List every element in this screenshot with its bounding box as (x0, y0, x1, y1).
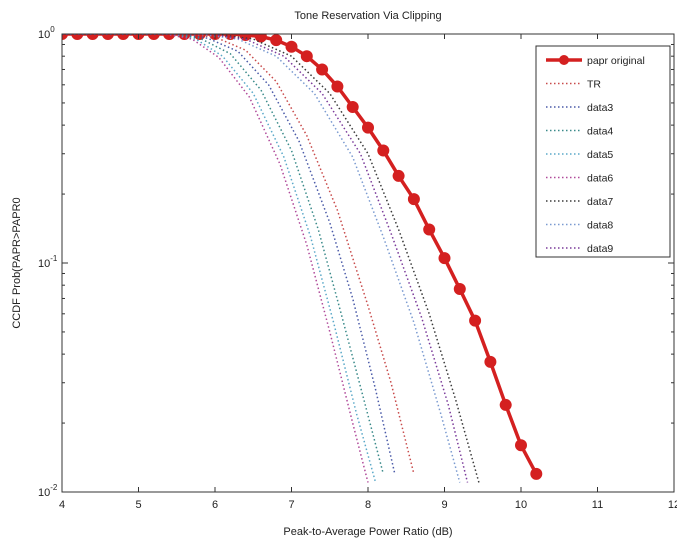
series-line-data5 (62, 34, 377, 483)
data-point (423, 223, 436, 236)
data-point (101, 34, 114, 40)
x-tick-label: 4 (59, 499, 65, 511)
x-tick-label: 10 (515, 499, 527, 511)
legend-label: data6 (587, 173, 613, 185)
legend-label: TR (587, 79, 601, 91)
x-axis-title: Peak-to-Average Power Ratio (dB) (283, 526, 452, 538)
x-tick-label: 6 (212, 499, 218, 511)
legend-label: papr original (587, 55, 645, 67)
data-point (484, 355, 497, 368)
data-point (285, 40, 298, 53)
x-tick-label: 9 (441, 499, 447, 511)
legend-label: data8 (587, 220, 613, 232)
series-line-data9 (62, 34, 469, 483)
data-point (469, 314, 482, 327)
x-tick-label: 8 (365, 499, 371, 511)
data-point (117, 34, 130, 40)
series-line-data8 (62, 34, 461, 483)
data-point (163, 34, 176, 40)
data-point (515, 439, 527, 452)
data-point (147, 34, 160, 40)
y-tick-label: 10-2 (38, 483, 58, 499)
series-line-TR (62, 34, 415, 475)
data-point (453, 282, 466, 295)
data-point (377, 144, 390, 157)
data-point (407, 193, 420, 206)
series-line-data6 (62, 34, 369, 483)
data-point (530, 467, 543, 480)
data-point (346, 100, 359, 113)
legend-label: data3 (587, 102, 613, 114)
data-point (392, 169, 405, 182)
x-tick-label: 11 (592, 499, 603, 511)
y-axis: 100 10-1 10-2 (38, 25, 674, 499)
data-point (499, 398, 512, 411)
data-point (71, 34, 84, 40)
legend-label: data7 (587, 196, 613, 208)
plot-area (62, 34, 543, 483)
legend-box (535, 45, 671, 258)
data-point (86, 34, 99, 40)
data-point (362, 121, 374, 134)
series-line-papr-original (62, 34, 538, 475)
x-tick-label: 5 (135, 499, 141, 511)
y-tick-label: 100 (38, 25, 55, 41)
series-line-data4 (62, 34, 385, 475)
legend-label: data5 (587, 149, 613, 161)
data-point (254, 34, 267, 43)
data-point (270, 34, 283, 47)
legend-marker (559, 55, 569, 65)
chart-title: Tone Reservation Via Clipping (294, 10, 441, 22)
legend-label: data9 (587, 243, 613, 255)
legend: papr original TR data3 data4 data5 data6 data7… (535, 45, 671, 258)
legend-label: data4 (587, 126, 613, 138)
x-tick-label: 7 (288, 499, 294, 511)
series-line-data3 (62, 34, 396, 475)
data-point (438, 252, 451, 265)
series-line-data7 (62, 34, 480, 483)
data-point (331, 80, 344, 93)
y-axis-title: CCDF Prob(PAPR>PAPR0 (11, 197, 23, 328)
x-tick-label: 12 (668, 499, 677, 511)
y-tick-label: 10-1 (38, 254, 58, 270)
data-point (316, 63, 329, 76)
data-point (300, 50, 313, 63)
data-point (62, 34, 68, 40)
x-axis: 4 5 6 7 8 9 10 11 12 (59, 34, 677, 511)
